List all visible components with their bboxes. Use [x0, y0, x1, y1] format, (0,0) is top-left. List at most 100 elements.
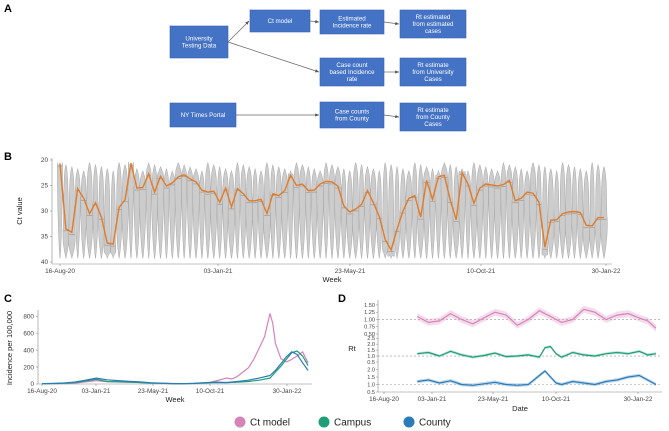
- violin: [199, 169, 205, 259]
- x-tick-label: 03-Jan-21: [418, 396, 447, 403]
- violin: [600, 166, 608, 259]
- violin: [447, 163, 454, 259]
- y-axis-title: Incidence per 100,000: [5, 311, 14, 385]
- y-axis-title: Rt: [348, 344, 356, 353]
- series-line-ct-model: [41, 313, 309, 385]
- violin: [110, 169, 117, 259]
- ci-band-ct-model: [417, 305, 656, 332]
- node-box: [399, 102, 467, 132]
- violin: [192, 168, 200, 259]
- node-label: Rt estimate: [417, 62, 449, 69]
- x-tick-label: 10-Oct-21: [467, 268, 496, 275]
- x-tick-label: 30-Jan-22: [273, 388, 302, 395]
- node-label: Case count: [336, 62, 368, 69]
- violin: [80, 170, 87, 259]
- series-line-campus: [41, 350, 309, 385]
- violin: [263, 161, 271, 259]
- violin: [174, 161, 182, 259]
- edge-eir-rte: [383, 21, 400, 26]
- violin: [589, 161, 596, 259]
- y-tick-label: 1.50: [364, 303, 375, 309]
- violin: [222, 168, 229, 259]
- panel-label-c: C: [4, 293, 12, 305]
- violin: [145, 161, 152, 259]
- node-box: [169, 102, 237, 128]
- ct-violin-chart: 20 25 30 35 40 16-Aug-20 03-Jan-21 23-May-21 10-…: [15, 157, 621, 284]
- rt-line-campus: [417, 345, 657, 358]
- violin: [275, 165, 282, 259]
- y-tick-label: 200: [23, 364, 34, 371]
- y-tick-label: 2.5: [367, 336, 375, 342]
- panel-label-a: A: [4, 3, 12, 15]
- edge-ct-eir: [309, 19, 320, 24]
- violin: [216, 165, 223, 259]
- node-label: from County: [416, 114, 451, 121]
- node-box: [169, 25, 229, 59]
- node-ct: Ct model: [249, 9, 311, 33]
- violin: [594, 163, 602, 259]
- node-label: Case counts: [335, 108, 369, 115]
- violin: [476, 163, 484, 259]
- node-label: from estimated: [413, 21, 454, 28]
- y-tick-label: 1.5: [367, 348, 375, 354]
- violin: [74, 167, 81, 259]
- y-tick-label: 400: [23, 347, 34, 354]
- violin: [399, 168, 407, 259]
- violin: [440, 161, 448, 259]
- violin: [352, 161, 360, 259]
- node-label: Rt estimated: [416, 14, 451, 21]
- node-label: rate: [347, 76, 358, 83]
- violin: [298, 163, 307, 259]
- violin: [139, 170, 147, 259]
- median-ct-line: [59, 162, 604, 252]
- violin: [57, 161, 63, 259]
- rt-chart: 0.500.751.001.251.500.51.01.52.02.50.51.…: [348, 300, 662, 413]
- violin: [98, 165, 105, 259]
- violin: [493, 170, 502, 259]
- node-label: Cases: [424, 121, 442, 128]
- violin: [334, 166, 342, 259]
- violin: [470, 161, 478, 259]
- violin: [582, 170, 590, 259]
- node-label: based Incidence: [329, 69, 375, 76]
- y-tick-label: 0.50: [364, 332, 375, 338]
- x-tick-label: 16-Aug-20: [27, 388, 57, 395]
- violin: [252, 167, 258, 259]
- legend-swatch-campus: [318, 416, 330, 428]
- node-label: Rt estimate: [417, 107, 449, 114]
- y-tick-label: 2.0: [367, 368, 375, 374]
- node-label: from University: [412, 69, 454, 76]
- violin: [571, 165, 578, 259]
- y-tick-label: 600: [23, 330, 34, 337]
- x-tick-label: 03-Jan-21: [82, 388, 111, 395]
- violin: [270, 163, 276, 259]
- violin: [536, 163, 542, 259]
- node-box: [319, 101, 385, 129]
- violin: [340, 167, 347, 259]
- node-label: from County: [335, 116, 370, 123]
- violin: [376, 169, 383, 259]
- node-label: Testing Data: [182, 43, 217, 50]
- violin: [547, 168, 555, 259]
- violin: [411, 161, 418, 259]
- legend-label-ct-model: Ct model: [250, 418, 290, 429]
- y-tick-label: 2.0: [367, 342, 375, 348]
- violin: [181, 163, 187, 259]
- violin: [293, 161, 300, 259]
- violin: [204, 161, 212, 259]
- violin: [529, 161, 537, 259]
- x-tick-label: 30-Jan-22: [624, 396, 653, 403]
- node-box: [319, 57, 385, 87]
- y-tick-label: 1.00: [364, 317, 375, 323]
- violin: [559, 161, 566, 259]
- violin: [281, 168, 289, 259]
- violin: [394, 165, 400, 259]
- node-label: Ct model: [268, 18, 293, 25]
- violin: [240, 163, 247, 259]
- violin: [364, 165, 371, 259]
